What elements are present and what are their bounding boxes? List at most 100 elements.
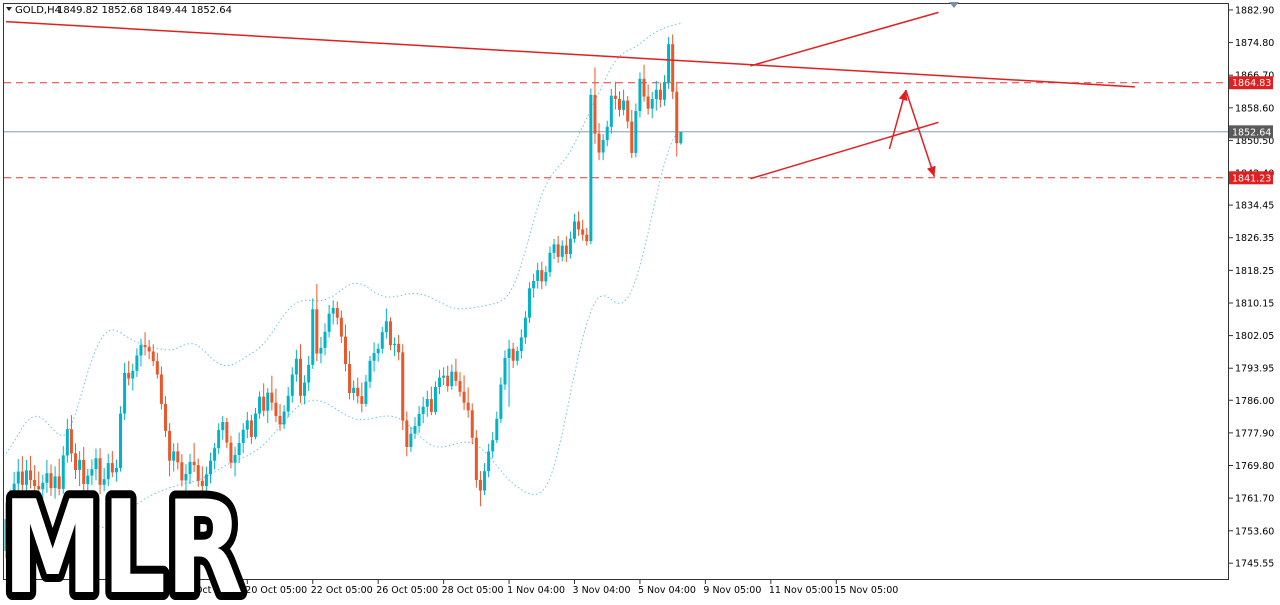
candle-body [184,473,188,481]
candle-body [159,374,163,404]
arrow-head-icon [927,165,936,177]
forecast-segment [905,89,936,177]
chevron-down-icon[interactable] [6,7,12,11]
candle-body [425,399,429,407]
candle-body [605,126,609,141]
price-tick-label: 1745.55 [1235,559,1274,570]
candle-body [24,470,28,485]
time-tick-label: 9 Nov 05:00 [703,585,761,596]
bollinger-upper-band [5,23,681,454]
candle-body [515,351,519,361]
candle-body [483,471,487,491]
candle-body [519,337,523,352]
candle-body [393,343,397,346]
price-tick-label: 1834.45 [1235,201,1274,212]
candle-body [172,451,176,461]
time-tick-label: 28 Oct 05:00 [442,585,504,596]
candle-body [282,411,286,425]
candle-body [127,372,131,379]
candle-body [442,375,446,378]
candle-body [622,100,626,110]
candle-body [667,44,671,83]
candle-body [20,471,24,485]
candle-body [662,82,666,100]
candle-body [417,413,421,427]
candle-body [221,422,225,431]
candle-body [278,415,282,425]
candle-body [376,348,380,354]
candle-body [577,221,581,230]
forecast-segment [888,89,907,150]
candle-body [331,308,335,314]
candle-body [532,281,536,289]
price-tick-label: 1850.50 [1235,136,1274,147]
candle-body [192,461,196,466]
candle-body [335,308,339,318]
candle-body [536,270,540,282]
price-label-tag [1229,171,1273,185]
candle-body [454,371,458,381]
candle-body [307,364,311,383]
candle-body [29,470,33,481]
candle-body [53,476,57,489]
price-tick-label: 1802.05 [1235,331,1274,342]
time-tick-label: 26 Oct 05:00 [376,585,438,596]
candle-body [650,98,654,109]
plot-border [3,3,1229,580]
candle-body [470,410,474,438]
candle-body [237,442,241,456]
candle-body [98,458,102,485]
price-tick-label: 1793.95 [1235,364,1274,375]
candle-body [409,433,413,447]
price-tick-label: 1826.35 [1235,233,1274,244]
time-tick-label: 11 Nov 05:00 [769,585,833,596]
time-tick-label: 1 Nov 04:00 [507,585,565,596]
candle-body [613,95,617,99]
candle-body [49,473,53,489]
candle-body [511,348,515,361]
price-tick-label: 1761.70 [1235,494,1274,505]
candle-body [564,245,568,255]
candle-body [339,317,343,337]
candle-body [495,418,499,441]
candle-body [523,317,527,338]
candle-body [658,89,662,100]
candle-body [274,402,278,416]
trendline [750,11,939,67]
candle-body [188,461,192,474]
candle-body [253,413,257,437]
trendline [750,121,939,180]
candle-body [593,94,597,134]
candle-body [241,429,245,443]
ohlc-label: 1849.82 1852.68 1849.44 1852.64 [57,5,232,16]
candle-body [258,396,262,414]
candle-body [343,336,347,365]
time-tick-label: 15 Nov 05:00 [834,585,898,596]
candle-body [204,474,208,487]
candle-body [12,483,16,503]
candle-body [119,413,123,468]
candle-body [286,395,290,412]
candle-body [323,331,327,348]
time-tick-label: 5 Nov 04:00 [638,585,696,596]
chart-shift-marker-icon[interactable] [949,2,959,8]
bollinger-bands [5,23,681,579]
candle-body [82,459,86,485]
candle-body [478,480,482,491]
candle-body [421,406,425,414]
candle-body [225,422,229,443]
candle-body [368,360,372,382]
candle-body [298,358,302,396]
candle-body [458,380,462,392]
candle-body [245,420,249,430]
candle-body [675,91,679,144]
candle-body [110,463,114,473]
header: GOLD,H4 1849.82 1852.68 1849.44 1852.64 [6,5,232,16]
candle-body [155,361,159,375]
candle-body [65,429,69,456]
candle-body [213,448,217,461]
candle-body [638,78,642,112]
candle-body [646,96,650,109]
candle-body [327,313,331,332]
